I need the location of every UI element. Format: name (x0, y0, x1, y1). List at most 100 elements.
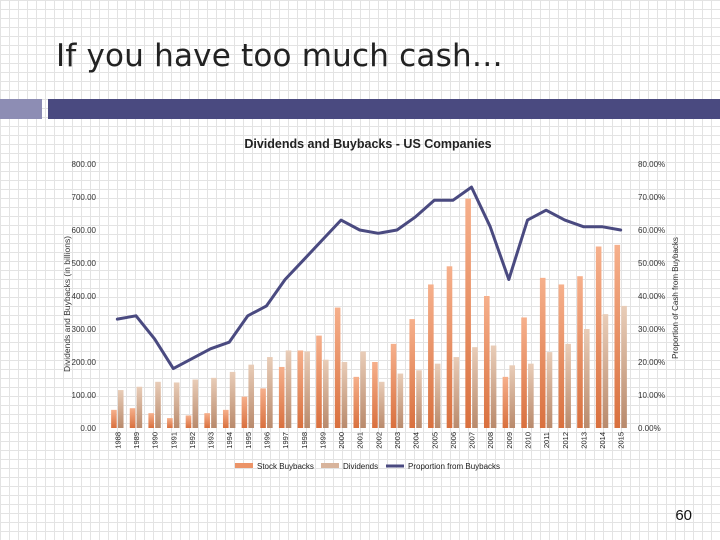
line-proportion-from-buybacks (115, 185, 623, 371)
y2-tick-label: 20.00% (638, 358, 665, 367)
page-number: 60 (675, 507, 692, 524)
bar-dividends (248, 364, 255, 428)
x-tick-label: 1990 (151, 432, 160, 449)
bar-stock-buybacks (577, 276, 583, 428)
legend-label: Dividends (343, 462, 378, 471)
y-tick-label: 100.00 (72, 391, 97, 400)
x-tick-label: 2012 (561, 432, 570, 449)
bar-dividends (546, 352, 553, 428)
bar-stock-buybacks (614, 244, 621, 428)
bar-stock-buybacks (428, 284, 434, 428)
bar-dividends (360, 351, 366, 428)
x-tick-label: 2007 (468, 432, 477, 449)
x-tick-label: 2000 (337, 432, 346, 449)
bar-dividends (565, 343, 571, 428)
bar-dividends (416, 370, 422, 428)
x-tick-label: 2005 (430, 432, 439, 449)
bars-group (111, 198, 627, 428)
bar-stock-buybacks (502, 376, 509, 428)
y2-tick-label: 0.00% (638, 424, 661, 433)
bar-stock-buybacks (334, 307, 341, 428)
x-tick-label: 1989 (132, 432, 141, 449)
x-tick-label: 2006 (449, 432, 458, 449)
legend-swatch (235, 463, 253, 468)
bar-dividends (229, 371, 236, 428)
bar-dividends (602, 314, 609, 428)
y-tick-label: 400.00 (72, 292, 97, 301)
y2-tick-label: 50.00% (638, 259, 665, 268)
chart-title: Dividends and Buybacks - US Companies (244, 137, 491, 151)
bar-dividends (304, 351, 310, 428)
bar-dividends (621, 305, 627, 428)
x-tick-label: 2011 (542, 432, 551, 448)
bar-stock-buybacks (539, 277, 546, 428)
bar-dividends (322, 359, 329, 428)
y2-axis-ticks: 0.00% 10.00% 20.00% 30.00% 40.00% 50.00% 60.00… (638, 160, 665, 433)
legend: Stock Buybacks Dividends Proportion from B… (235, 462, 500, 471)
x-tick-label: 1992 (188, 432, 197, 449)
y2-tick-label: 40.00% (638, 292, 665, 301)
bar-dividends (155, 381, 161, 428)
y-tick-label: 300.00 (72, 325, 97, 334)
bar-stock-buybacks (297, 350, 304, 428)
x-tick-label: 2013 (579, 432, 588, 449)
bar-dividends (192, 379, 199, 428)
x-tick-label: 2003 (393, 432, 402, 449)
bar-dividends (434, 363, 441, 428)
y2-tick-label: 30.00% (638, 325, 665, 334)
bar-stock-buybacks (372, 362, 378, 428)
proportion-line-group (115, 185, 623, 371)
x-tick-label: 1991 (169, 432, 178, 449)
x-tick-label: 1994 (225, 432, 234, 449)
accent-bar-left (0, 99, 42, 119)
bar-stock-buybacks (446, 266, 453, 428)
chart-svg: Dividends and Buybacks - US Companies Di… (62, 137, 680, 471)
bar-dividends (136, 386, 143, 428)
y-tick-label: 800.00 (72, 160, 97, 169)
x-tick-label: 1999 (318, 432, 327, 449)
bar-stock-buybacks (260, 388, 266, 428)
slide-title: If you have too much cash… (56, 38, 504, 74)
bar-stock-buybacks (595, 246, 602, 428)
chart-area: Dividends and Buybacks - US Companies Di… (0, 128, 720, 480)
bar-stock-buybacks (278, 366, 285, 428)
legend-label: Stock Buybacks (257, 462, 314, 471)
y-tick-label: 600.00 (72, 226, 97, 235)
bar-dividends (509, 365, 516, 428)
bar-dividends (528, 363, 534, 428)
x-tick-label: 1995 (244, 432, 253, 449)
bar-dividends (117, 390, 124, 428)
y-tick-label: 500.00 (72, 259, 97, 268)
bar-stock-buybacks (111, 409, 117, 428)
bar-stock-buybacks (222, 409, 229, 428)
bar-stock-buybacks (409, 319, 416, 428)
bar-stock-buybacks (521, 317, 527, 428)
x-tick-label: 1996 (262, 432, 271, 449)
bar-dividends (472, 347, 478, 428)
bar-dividends (267, 357, 273, 428)
bar-dividends (453, 357, 460, 428)
bar-stock-buybacks (465, 198, 471, 428)
bar-stock-buybacks (390, 343, 397, 428)
accent-bar-main (48, 99, 720, 119)
bar-dividends (583, 329, 590, 428)
bar-stock-buybacks (167, 418, 173, 428)
bar-dividends (211, 377, 217, 428)
bar-stock-buybacks (558, 284, 565, 428)
y2-axis-title: Proportion of Cash from Buybacks (671, 237, 680, 359)
y2-tick-label: 10.00% (638, 391, 665, 400)
legend-label: Proportion from Buybacks (408, 462, 500, 471)
bar-stock-buybacks (204, 413, 210, 428)
x-tick-label: 2010 (523, 432, 532, 449)
bar-stock-buybacks (129, 408, 136, 428)
x-axis-ticks: 1988 1989 1990 1991 1992 1993 1994 1995 1996 1997… (113, 432, 625, 449)
bar-dividends (378, 381, 385, 428)
x-tick-label: 1988 (113, 432, 122, 449)
y-tick-label: 200.00 (72, 358, 97, 367)
y-axis-ticks: 0.00 100.00 200.00 300.00 400.00 500.00 600.00… (72, 160, 97, 433)
x-tick-label: 2014 (598, 432, 607, 449)
bar-dividends (341, 362, 348, 428)
bar-stock-buybacks (316, 335, 322, 428)
x-tick-label: 2015 (617, 432, 626, 449)
x-tick-label: 2008 (486, 432, 495, 449)
